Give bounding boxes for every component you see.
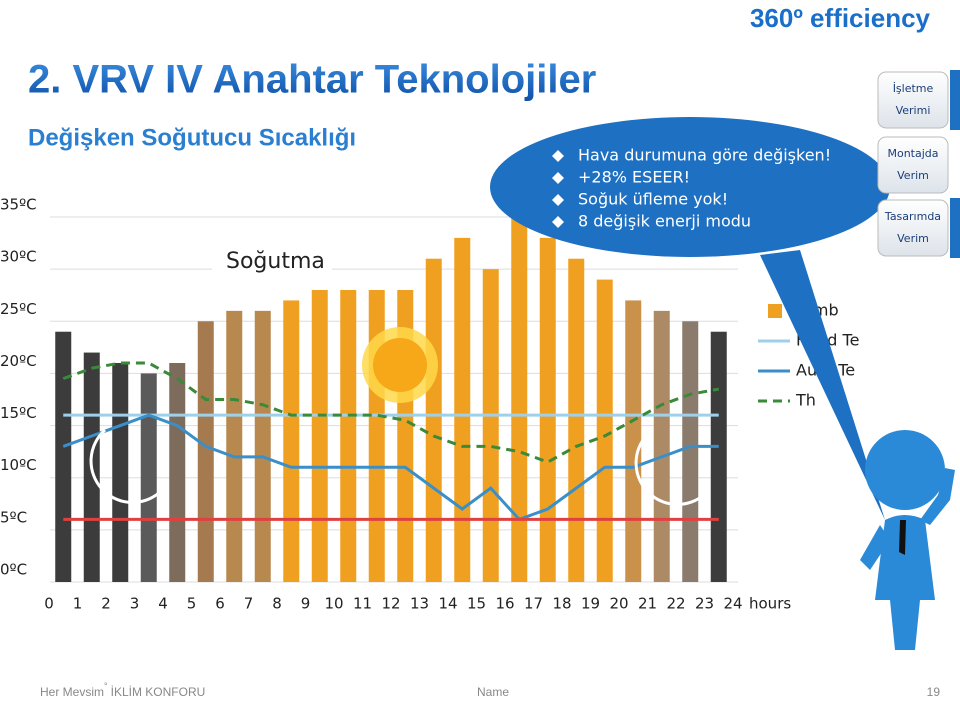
bar [340, 290, 357, 582]
nav-button-label: İşletme [893, 82, 934, 95]
bar [454, 237, 471, 582]
x-tick-label: 2 [101, 595, 111, 613]
bar [539, 237, 556, 582]
x-tick-label: 22 [666, 595, 685, 613]
x-tick-label: 5 [187, 595, 197, 613]
x-tick-label: 13 [410, 595, 429, 613]
bar [511, 217, 528, 582]
bullet [552, 216, 564, 228]
nav-button-label: Tasarımda [884, 210, 941, 223]
bar [653, 310, 670, 582]
buttons: İşletme Verimi Montajda Verim Tasarımda Verim [877, 71, 949, 257]
bubble-text: Hava durumuna göre değişken! +28% ESEER! S… [552, 146, 831, 231]
x-tick-label: 17 [524, 595, 543, 613]
bar [311, 290, 328, 582]
x-axis-label: hours [749, 595, 791, 613]
legend-swatch [768, 304, 782, 318]
moon-icon [89, 428, 706, 506]
corner-title: 360º efficiency [750, 3, 931, 33]
annotation: Soğutma [226, 249, 325, 274]
x-tick-label: 24 [723, 595, 742, 613]
nav-button-label: Montajda [887, 147, 938, 160]
footer-mark: ° [104, 681, 108, 691]
x-tick-label: 12 [381, 595, 400, 613]
slide-title: 2. VRV IV Anahtar Teknolojiler [28, 58, 596, 102]
y-tick-label: 30ºC [0, 248, 37, 266]
bubble [490, 117, 890, 520]
line [62, 361, 720, 464]
page-number: 19 [927, 685, 941, 699]
nav-button-label: Verim [897, 232, 929, 245]
bar [140, 373, 157, 582]
bar [710, 331, 727, 582]
bullet [552, 172, 564, 184]
bar [482, 269, 499, 582]
bar [596, 279, 613, 582]
y-tick-label: 25ºC [0, 300, 37, 318]
nav-button [877, 136, 949, 194]
side-stripe [950, 70, 960, 130]
bar [197, 321, 214, 582]
x-tick-label: 23 [695, 595, 714, 613]
footer-text: Her Mevsim [40, 685, 104, 699]
x-tick-label: 3 [130, 595, 140, 613]
x-tick-label: 19 [581, 595, 600, 613]
y-tick-label: 35ºC [0, 196, 37, 214]
footer-center: Name [477, 685, 509, 699]
bar [682, 321, 699, 582]
x-tick-label: 1 [73, 595, 83, 613]
x-tick-label: 15 [467, 595, 486, 613]
x-tick-label: 6 [215, 595, 225, 613]
x-tick-label: 16 [495, 595, 514, 613]
sun-icon [362, 327, 438, 403]
x-tick-label: 21 [638, 595, 657, 613]
bar [254, 310, 271, 582]
footer-text: İKLİM KONFORU [111, 685, 206, 699]
bubble-line: Hava durumuna göre değişken! [578, 146, 831, 165]
y-tick-label: 15ºC [0, 404, 37, 422]
bar [568, 258, 585, 582]
bar [112, 363, 129, 582]
x-tick-label: 11 [353, 595, 372, 613]
x-tick-label: 7 [244, 595, 254, 613]
x-tick-label: 9 [301, 595, 311, 613]
legend-label: Th [795, 391, 816, 410]
bar [55, 331, 72, 582]
nav-button [877, 71, 949, 129]
x-tick-label: 20 [609, 595, 628, 613]
nav-button-label: Verim [897, 169, 929, 182]
x-tick-label: 18 [552, 595, 571, 613]
x-tick-label: 10 [324, 595, 343, 613]
nav-button-label: Verimi [896, 104, 931, 117]
y-tick-label: 5ºC [0, 508, 27, 526]
y-tick-label: 20ºC [0, 352, 37, 370]
bubble-line: 8 değişik enerji modu [578, 212, 751, 231]
side-stripe [950, 198, 960, 258]
bullet [552, 194, 564, 206]
figure [860, 430, 955, 650]
bar [169, 363, 186, 582]
slide-subtitle: Değişken Soğutucu Sıcaklığı [28, 124, 356, 151]
bar [625, 300, 642, 582]
bar [283, 300, 300, 582]
x-tick-label: 0 [44, 595, 54, 613]
line [62, 413, 719, 522]
bullet [552, 150, 564, 162]
annotation-box [212, 244, 332, 278]
y-tick-label: 10ºC [0, 456, 37, 474]
x-tick-label: 14 [438, 595, 457, 613]
footer-left: Her Mevsim° İKLİM KONFORU [40, 681, 205, 699]
y-tick-label: 0ºC [0, 561, 27, 579]
bubble-line: Soğuk üfleme yok! [578, 190, 728, 209]
bar [226, 310, 243, 582]
bar [425, 258, 442, 582]
x-tick-label: 8 [272, 595, 282, 613]
nav-button [877, 199, 949, 257]
bubble-line: +28% ESEER! [578, 168, 690, 187]
x-tick-label: 4 [158, 595, 168, 613]
